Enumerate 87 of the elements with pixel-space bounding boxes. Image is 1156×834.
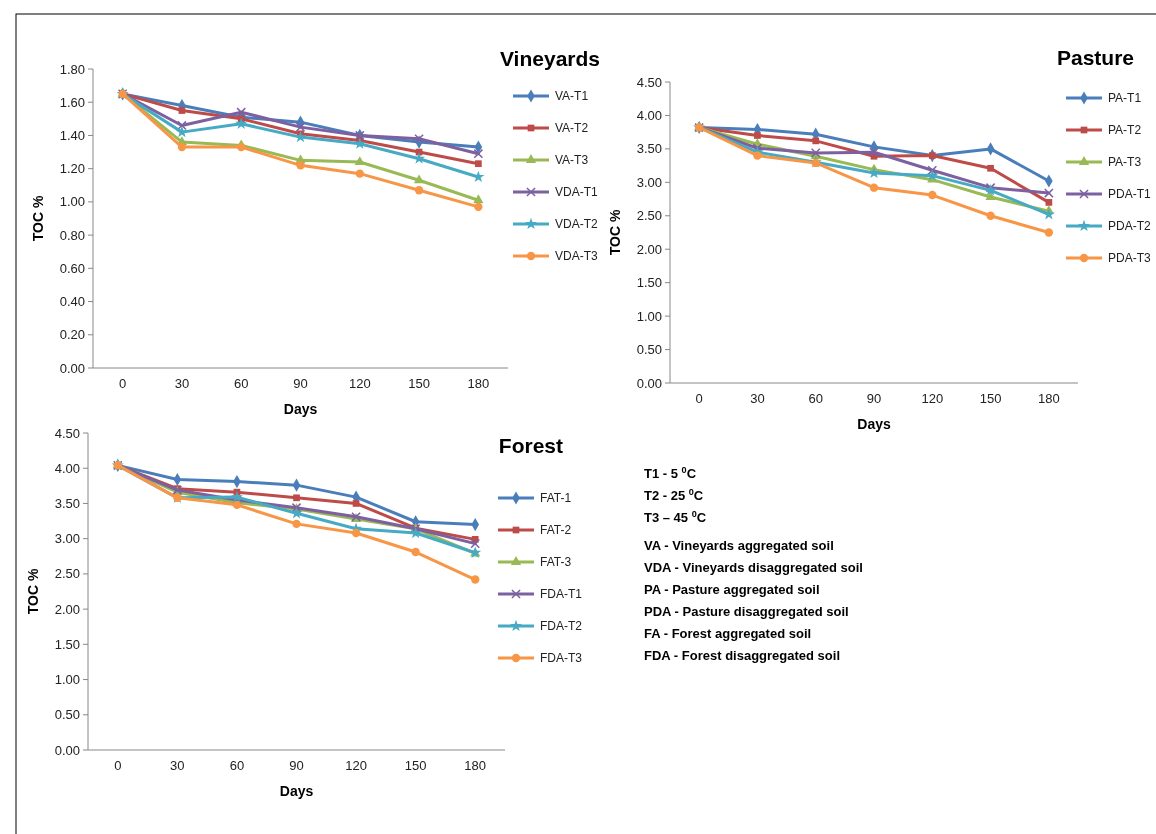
legend-label: FAT-2: [540, 523, 572, 538]
y-tick-label: 3.00: [54, 531, 80, 547]
text: VDA - Vineyards disaggregated soil: [644, 560, 863, 575]
y-tick-label: 1.20: [59, 161, 85, 177]
y-tick-label: 4.00: [54, 460, 80, 476]
legend-label: VA-T2: [555, 121, 589, 136]
x-tick-label: 180: [464, 758, 487, 773]
x-axis-title: Days: [283, 401, 318, 417]
x-tick-label: 60: [229, 758, 245, 773]
y-axis-title: TOC %: [25, 568, 41, 615]
text: FDA - Forest disaggregated soil: [644, 648, 840, 663]
y-tick-label: 1.60: [59, 94, 85, 110]
y-tick-label: 1.50: [54, 636, 80, 652]
y-tick-label: 3.00: [636, 174, 662, 190]
y-tick-label: 0.80: [59, 227, 85, 243]
y-tick-label: 3.50: [636, 141, 662, 157]
y-tick-label: 2.50: [54, 566, 80, 582]
y-tick-label: 2.50: [636, 208, 662, 224]
x-tick-label: 90: [293, 376, 308, 391]
legend-label: FDA-T1: [540, 587, 583, 602]
y-tick-label: 2.00: [636, 241, 662, 257]
legend-label: VDA-T2: [555, 217, 598, 232]
y-tick-label: 2.00: [54, 601, 80, 617]
x-tick-label: 0: [119, 376, 127, 391]
legend-label: VA-T1: [555, 89, 589, 104]
text: PDA - Pasture disaggregated soil: [644, 604, 849, 619]
y-tick-label: 0.20: [59, 327, 85, 343]
text: FA - Forest aggregated soil: [644, 626, 812, 641]
text: T1 - 5 $^{0}$C: [644, 465, 697, 481]
x-tick-label: 90: [289, 758, 304, 773]
y-tick-label: 0.00: [54, 742, 80, 758]
y-tick-label: 4.00: [636, 107, 662, 123]
x-tick-label: 120: [345, 758, 367, 773]
legend-label: PA-T2: [1108, 123, 1142, 138]
x-tick-label: 180: [1038, 391, 1060, 406]
y-tick-label: 0.00: [636, 375, 662, 391]
legend-label: PA-T1: [1108, 91, 1142, 106]
y-tick-label: 1.00: [636, 308, 662, 324]
x-tick-label: 30: [750, 391, 765, 406]
x-tick-label: 150: [408, 376, 430, 391]
y-tick-label: 1.00: [54, 672, 80, 688]
x-tick-label: 0: [695, 391, 703, 406]
x-tick-label: 180: [467, 376, 490, 391]
y-tick-label: 1.80: [59, 61, 85, 77]
text: VA - Vineyards aggregated soil: [644, 538, 834, 553]
y-tick-label: 0.50: [636, 342, 662, 358]
x-tick-label: 0: [114, 758, 122, 773]
text: T2 - 25 $^{0}$C: [644, 487, 704, 503]
x-tick-label: 30: [170, 758, 185, 773]
y-tick-label: 3.50: [54, 495, 80, 511]
y-tick-label: 4.50: [636, 74, 662, 90]
x-tick-label: 60: [233, 376, 249, 391]
y-axis-title: TOC %: [607, 209, 623, 256]
x-tick-label: 150: [979, 391, 1002, 406]
legend-label: VDA-T3: [555, 249, 598, 264]
x-tick-label: 60: [808, 391, 823, 406]
y-tick-label: 0.60: [59, 260, 85, 276]
legend-label: FDA-T2: [540, 619, 583, 634]
x-tick-label: 150: [404, 758, 427, 773]
legend-label: FAT-1: [540, 491, 572, 506]
x-tick-label: 120: [921, 391, 944, 406]
chart-title: Forest: [498, 434, 563, 457]
chart-title: Pasture: [1056, 46, 1134, 69]
x-tick-label: 30: [174, 376, 190, 391]
y-tick-label: 1.00: [59, 194, 85, 210]
text: T3 – 45 $^{0}$C: [644, 509, 707, 525]
legend-label: FAT-3: [540, 555, 572, 570]
legend-label: VA-T3: [555, 153, 589, 168]
y-axis-title: TOC %: [30, 195, 46, 242]
legend-label: PDA-T1: [1108, 187, 1151, 202]
x-axis-title: Days: [279, 783, 314, 799]
legend-label: VDA-T1: [555, 185, 598, 200]
y-tick-label: 0.00: [59, 360, 85, 376]
y-tick-label: 0.40: [59, 294, 85, 310]
legend-label: PA-T3: [1108, 155, 1142, 170]
legend-label: FDA-T3: [540, 651, 583, 666]
legend-label: PDA-T2: [1108, 219, 1151, 234]
y-tick-label: 0.50: [54, 707, 80, 723]
x-axis-title: Days: [857, 416, 891, 432]
x-tick-label: 120: [348, 376, 371, 391]
y-tick-label: 4.50: [54, 425, 80, 441]
text: PA - Pasture aggregated soil: [644, 582, 820, 597]
y-tick-label: 1.50: [636, 275, 662, 291]
legend-label: PDA-T3: [1108, 251, 1151, 266]
x-tick-label: 90: [866, 391, 882, 406]
y-tick-label: 1.40: [59, 127, 85, 143]
chart-title: Vineyards: [499, 47, 600, 70]
